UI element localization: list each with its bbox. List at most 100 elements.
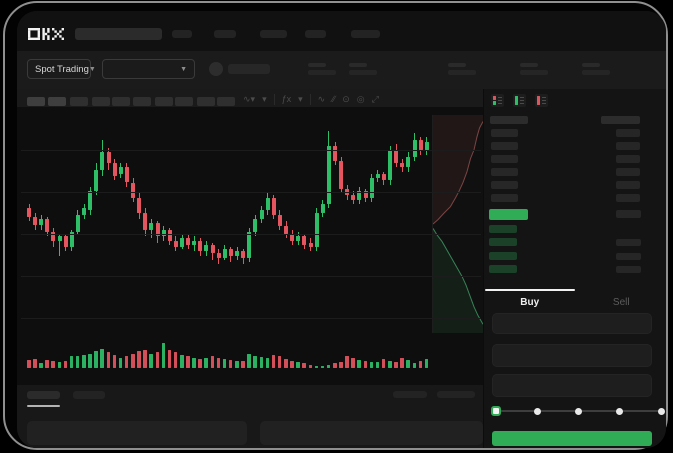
device-frame: Spot Trading ▼ ▼ ∿▾ ▾ ƒx ▾ ∿ ∕∕ ⊙ ◎ ⤢ <box>3 1 668 450</box>
volume-bar <box>88 353 92 368</box>
bid-price-placeholder[interactable] <box>489 265 517 274</box>
bids-only-icon[interactable] <box>513 94 526 107</box>
timeframe-button[interactable] <box>155 97 173 106</box>
price-input[interactable] <box>492 313 652 334</box>
tab-sell[interactable]: Sell <box>612 296 630 308</box>
settings-icon[interactable]: ◎ <box>356 94 365 104</box>
chevron-down-icon: ▼ <box>88 65 96 73</box>
volume-bar <box>314 365 319 368</box>
slider-stop-dot[interactable] <box>657 407 665 415</box>
nav-item-placeholder[interactable] <box>260 30 287 38</box>
side-tabbar: Buy Sell <box>484 289 666 315</box>
ask-amount-placeholder <box>616 168 640 176</box>
bid-price-placeholder[interactable] <box>489 238 517 247</box>
ask-price-placeholder[interactable] <box>491 181 518 189</box>
volume-bar <box>216 357 221 368</box>
volume-bar <box>284 358 288 368</box>
volume-bar <box>345 356 349 368</box>
volume-bar <box>357 360 361 368</box>
indicators-icon[interactable]: ƒx <box>281 94 292 104</box>
volume-bar <box>296 362 300 368</box>
timeframe-button[interactable] <box>175 97 193 106</box>
ask-price-placeholder[interactable] <box>491 155 518 163</box>
pair-dropdown[interactable]: ▼ <box>102 59 195 79</box>
timeframe-button[interactable] <box>70 97 88 106</box>
buy-submit-button[interactable] <box>492 431 652 446</box>
timeframe-button[interactable] <box>197 97 215 106</box>
ask-amount-placeholder <box>616 155 640 163</box>
candle-layer <box>27 107 437 385</box>
volume-bar <box>210 356 215 368</box>
timeframe-icon[interactable]: ▾ <box>262 94 267 104</box>
candlestick-chart[interactable] <box>17 107 483 385</box>
timeframe-button[interactable] <box>217 97 235 106</box>
snapshot-icon[interactable]: ⊙ <box>342 94 350 104</box>
okx-logo-icon[interactable] <box>27 28 65 40</box>
volume-bar <box>82 355 86 368</box>
timeframe-button[interactable] <box>92 97 110 106</box>
last-price-highlight[interactable] <box>489 209 528 220</box>
slider-handle[interactable] <box>491 406 501 416</box>
stat-label-placeholder <box>308 63 326 67</box>
volume-bar <box>320 365 325 368</box>
candle-up <box>82 208 87 215</box>
nav-search-placeholder[interactable] <box>75 28 162 40</box>
orders-tab[interactable] <box>73 391 105 399</box>
bid-price-placeholder[interactable] <box>489 225 517 233</box>
amount-input[interactable] <box>492 344 652 367</box>
volume-bar <box>375 361 380 368</box>
candle-up <box>39 219 44 226</box>
candle-down <box>418 139 423 151</box>
volume-bar <box>394 362 398 368</box>
volume-bar <box>180 355 184 368</box>
timeframe-button[interactable] <box>48 97 66 106</box>
volume-bar <box>149 353 153 368</box>
volume-bar <box>45 359 49 368</box>
candle-up <box>69 231 74 247</box>
candle-up <box>204 244 209 252</box>
nav-item-placeholder[interactable] <box>172 30 192 38</box>
candle-up <box>296 236 301 241</box>
combined-book-icon[interactable] <box>491 94 504 107</box>
volume-bar <box>63 361 68 368</box>
ask-amount-placeholder <box>616 129 640 137</box>
ask-price-placeholder[interactable] <box>491 168 518 176</box>
candle-down <box>302 236 307 245</box>
candle-down <box>228 249 233 256</box>
volume-bar <box>351 358 355 368</box>
asks-only-icon[interactable] <box>535 94 548 107</box>
orders-tab-active[interactable] <box>27 391 60 399</box>
slider-stop-dot[interactable] <box>575 407 582 415</box>
orders-filter-placeholder[interactable] <box>437 391 475 398</box>
chart-style-icon[interactable]: ∿▾ <box>243 94 256 104</box>
candle-up <box>320 204 325 213</box>
total-input[interactable] <box>492 374 652 397</box>
candle-down <box>351 195 356 200</box>
timeframe-button[interactable] <box>133 97 151 106</box>
tab-buy[interactable]: Buy <box>484 289 576 315</box>
candle-up <box>161 229 166 237</box>
market-type-dropdown[interactable]: Spot Trading ▼ <box>27 59 96 79</box>
line-tool-icon[interactable]: ∿ <box>317 94 326 104</box>
ask-price-placeholder[interactable] <box>491 129 518 137</box>
fullscreen-icon[interactable]: ⤢ <box>371 94 379 104</box>
bid-price-placeholder[interactable] <box>489 251 517 260</box>
candle-down <box>167 229 172 241</box>
timeframe-button[interactable] <box>112 97 130 106</box>
draw-tool-icon[interactable]: ∕∕ <box>332 94 336 104</box>
volume-bar <box>369 362 374 368</box>
ask-price-placeholder[interactable] <box>491 142 518 150</box>
candle-up <box>118 167 123 174</box>
orders-filter-placeholder[interactable] <box>393 391 427 398</box>
volume-bar <box>424 359 429 368</box>
compare-icon[interactable]: ▾ <box>298 94 303 104</box>
slider-stop-dot[interactable] <box>533 407 541 415</box>
nav-item-placeholder[interactable] <box>351 30 380 38</box>
ask-price-placeholder[interactable] <box>491 194 518 202</box>
timeframe-button[interactable] <box>27 97 45 106</box>
nav-item-placeholder[interactable] <box>214 30 236 38</box>
slider-stop-dot[interactable] <box>616 407 624 415</box>
nav-item-placeholder[interactable] <box>305 30 326 38</box>
stat-label-placeholder <box>582 63 600 67</box>
volume-bar <box>137 351 141 368</box>
